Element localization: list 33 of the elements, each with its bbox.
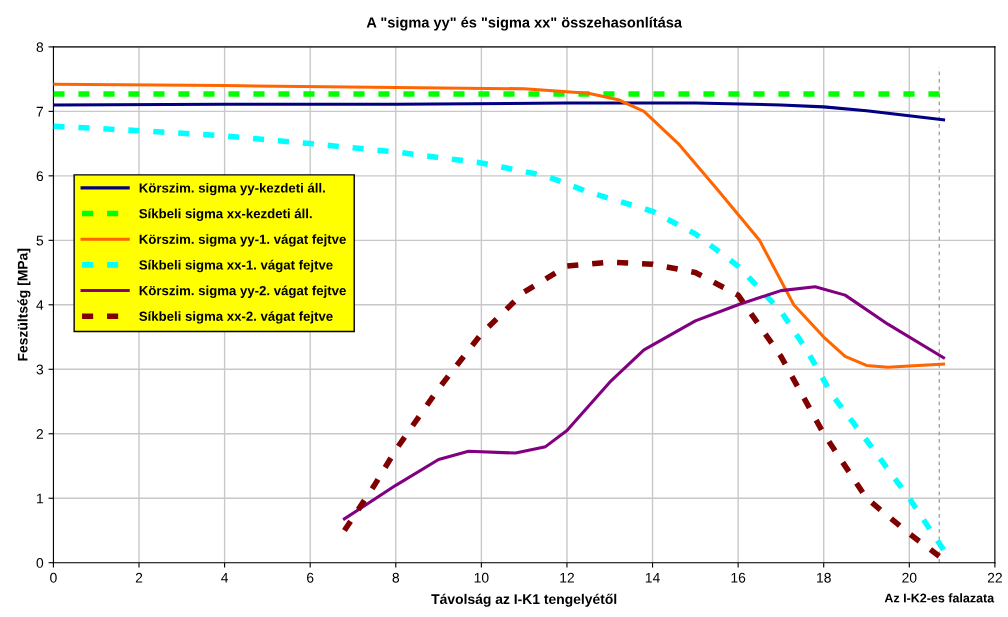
line-series — [53, 101, 946, 122]
y-tick-label: 7 — [36, 106, 44, 117]
y-tick-label: 6 — [36, 171, 44, 182]
chart-title: A "sigma yy" és "sigma xx" összehasonlítása — [366, 16, 683, 31]
x-tick-label: 8 — [392, 572, 400, 583]
x-tick-label: 0 — [50, 572, 57, 583]
x-tick-label: 14 — [645, 572, 660, 583]
legend-label: Síkbeli sigma xx-kezdeti áll. — [139, 208, 312, 221]
x-axis-title: Távolság az I-K1 tengelyétől — [431, 593, 617, 607]
y-tick-label: 4 — [36, 300, 44, 310]
x-tick-label: 18 — [817, 572, 831, 583]
y-tick-label: 5 — [36, 235, 44, 246]
legend-label: Körszim. sigma yy-2. vágat fejtve — [139, 285, 346, 298]
line-series — [53, 82, 946, 369]
x-tick-label: 10 — [474, 572, 489, 583]
y-tick-label: 1 — [37, 493, 44, 504]
y-tick-label: 8 — [36, 42, 44, 53]
x-tick-label: 12 — [560, 572, 574, 583]
legend-label: Körszim. sigma yy-kezdeti áll. — [139, 182, 325, 196]
x-tick-label: 4 — [221, 572, 229, 583]
y-tick-label: 3 — [36, 364, 44, 375]
x-tick-label: 6 — [307, 572, 314, 583]
legend-label: Síkbeli sigma xx-2. vágat fejtve — [139, 311, 333, 324]
y-tick-label: 0 — [36, 558, 44, 568]
legend-label: Körszim. sigma yy-1. vágat fejtve — [139, 234, 346, 247]
legend-label: Síkbeli sigma xx-1. vágat fejtve — [139, 259, 333, 273]
x-tick-label: 16 — [731, 572, 746, 583]
x-tick-label: 22 — [987, 572, 1002, 583]
x-tick-label: 20 — [902, 572, 917, 583]
y-tick-label: 2 — [36, 429, 44, 439]
ref-line-label: Az I-K2-es falazata — [884, 593, 995, 603]
y-axis-title: Feszültség [MPa] — [17, 248, 31, 361]
x-tick-label: 2 — [135, 572, 143, 583]
